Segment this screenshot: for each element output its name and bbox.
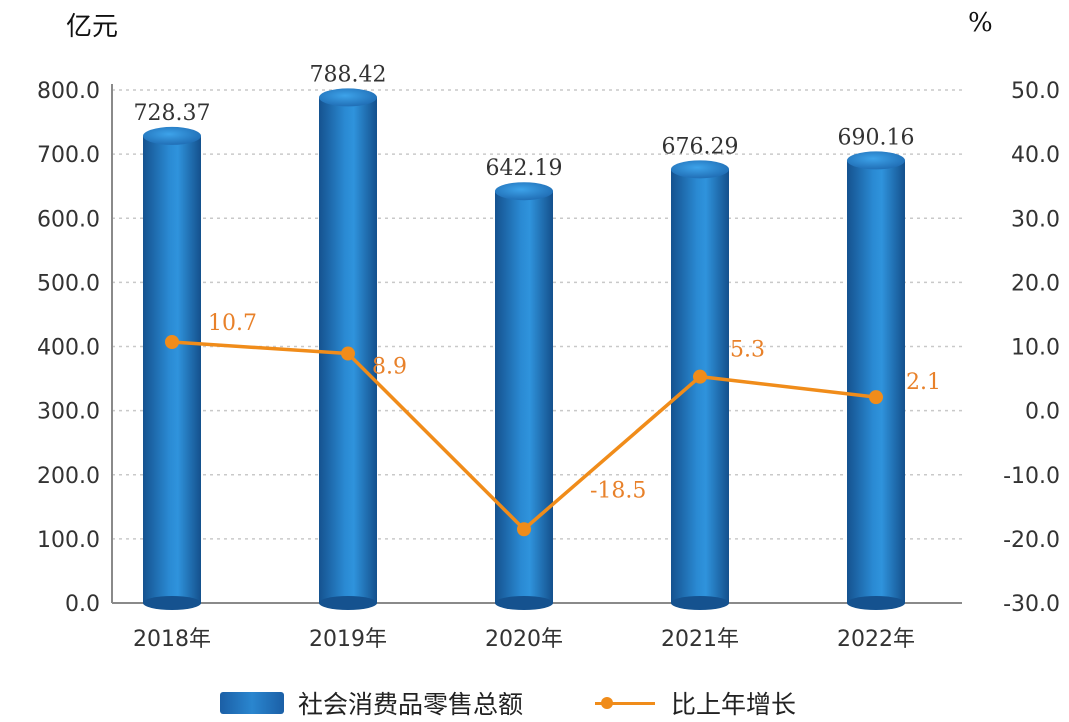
right-tick-label: 0.0	[1025, 400, 1060, 425]
bar	[671, 160, 729, 610]
bar-cap	[319, 88, 377, 107]
left-tick-label: 700.0	[37, 143, 100, 168]
bar-cap	[143, 126, 201, 145]
bar-value-label: 728.37	[134, 101, 211, 126]
legend-bar-label: 社会消费品零售总额	[298, 690, 524, 719]
x-tick-label: 2019年	[309, 627, 387, 652]
right-tick-label: 20.0	[1011, 271, 1060, 296]
growth-value-label: 8.9	[372, 355, 407, 380]
growth-point	[869, 390, 883, 405]
left-tick-label: 800.0	[37, 79, 100, 104]
x-tick-label: 2020年	[485, 627, 563, 652]
bar-base	[495, 596, 553, 610]
left-tick-label: 0.0	[65, 592, 100, 617]
bar	[143, 126, 201, 610]
bar-body	[495, 191, 553, 603]
x-tick-label: 2018年	[133, 627, 211, 652]
left-tick-label: 100.0	[37, 528, 100, 553]
x-tick-label: 2021年	[661, 627, 739, 652]
left-tick-label: 500.0	[37, 271, 100, 296]
bar-value-label: 676.29	[662, 134, 739, 159]
bar	[847, 151, 905, 610]
bar-base	[319, 596, 377, 610]
bar-cap	[671, 160, 729, 179]
left-tick-label: 400.0	[37, 336, 100, 361]
legend-item-growth: 比上年增长	[595, 686, 796, 720]
bar-base	[143, 596, 201, 610]
bar-body	[143, 135, 201, 603]
bar-value-label: 788.42	[310, 62, 387, 87]
growth-point	[165, 335, 179, 350]
bar-value-label: 642.19	[486, 156, 563, 181]
right-tick-label: -30.0	[1003, 592, 1060, 617]
legend-line-label: 比上年增长	[671, 690, 797, 719]
growth-value-label: 5.3	[730, 338, 765, 363]
bar	[495, 182, 553, 610]
combo-chart: 0.0 100.0 200.0 300.0 400.0 500.0 600.0 700.0 80…	[37, 62, 1060, 652]
right-tick-label: 30.0	[1011, 207, 1060, 232]
growth-value-label: -18.5	[590, 478, 646, 503]
bar-cap	[495, 182, 553, 201]
legend-item-retail-sales: 社会消费品零售总额	[220, 686, 523, 720]
bar-body	[847, 160, 905, 603]
legend-bar-swatch	[220, 692, 284, 714]
growth-value-label: 2.1	[906, 370, 941, 395]
chart-legend: 社会消费品零售总额 比上年增长	[0, 686, 1069, 720]
left-axis-unit: 亿元	[66, 12, 119, 42]
growth-point	[517, 522, 531, 537]
right-axis-unit: %	[968, 8, 993, 38]
x-tick-label: 2022年	[837, 627, 915, 652]
right-tick-label: 10.0	[1011, 336, 1060, 361]
legend-line-swatch	[595, 692, 655, 714]
right-tick-label: 40.0	[1011, 143, 1060, 168]
growth-value-label: 10.7	[208, 311, 257, 336]
right-tick-label: -10.0	[1003, 464, 1060, 489]
left-tick-label: 200.0	[37, 464, 100, 489]
growth-point	[341, 346, 355, 361]
bar-cap	[847, 151, 905, 170]
bar-base	[671, 596, 729, 610]
right-tick-label: 50.0	[1011, 79, 1060, 104]
bar-value-label: 690.16	[838, 125, 915, 150]
growth-point	[693, 369, 707, 384]
bar-base	[847, 596, 905, 610]
bar-body	[671, 169, 729, 603]
left-tick-label: 300.0	[37, 400, 100, 425]
right-tick-label: -20.0	[1003, 528, 1060, 553]
left-tick-label: 600.0	[37, 207, 100, 232]
